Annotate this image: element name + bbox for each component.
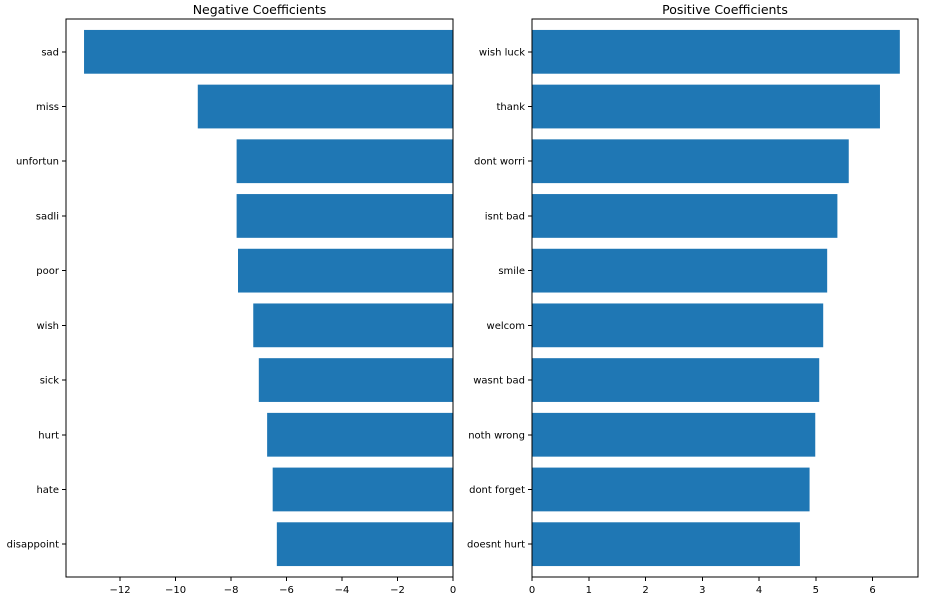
positive-ytick-label-6: wasnt bad <box>473 376 525 387</box>
negative-ytick-label-4: poor <box>36 266 60 277</box>
positive-coefficients-panel: Positive Coefficients wish luck thank dont… <box>467 2 919 596</box>
negative-ytick-label-2: unfortun <box>16 157 59 168</box>
positive-bar-1 <box>532 84 880 129</box>
negative-ytick-label-9: disappoint <box>7 540 59 551</box>
positive-bar-3 <box>532 194 838 238</box>
negative-bar-4 <box>238 248 453 293</box>
negative-ytick-label-8: hate <box>36 485 59 496</box>
negative-bar-8 <box>272 467 453 512</box>
positive-xtick-label-5: 5 <box>813 585 819 596</box>
positive-ytick-label-1: thank <box>496 102 525 113</box>
negative-bar-2 <box>236 139 453 184</box>
positive-ytick-label-8: dont forget <box>469 485 525 496</box>
negative-ytick-label-7: hurt <box>38 430 59 441</box>
positive-bar-5 <box>532 303 824 348</box>
positive-xtick-label-0: 0 <box>529 585 535 596</box>
negative-xtick-label-2: −8 <box>224 585 239 596</box>
positive-ytick-label-9: doesnt hurt <box>467 540 525 551</box>
positive-ytick-label-3: isnt bad <box>485 211 525 222</box>
positive-bar-8 <box>532 467 810 512</box>
negative-bar-6 <box>258 358 453 402</box>
negative-xtick-label-4: −4 <box>335 585 350 596</box>
positive-bar-6 <box>532 358 820 402</box>
negative-bar-3 <box>236 194 453 238</box>
positive-xtick-label-1: 1 <box>586 585 592 596</box>
negative-xtick-label-6: 0 <box>450 585 456 596</box>
positive-bar-4 <box>532 248 828 293</box>
negative-xtick-label-3: −6 <box>279 585 294 596</box>
positive-bar-7 <box>532 412 816 457</box>
negative-bar-5 <box>253 303 453 348</box>
negative-ytick-label-3: sadli <box>36 211 59 222</box>
positive-ytick-label-7: noth wrong <box>468 430 525 441</box>
negative-coefficients-panel: Negative Coefficients sad miss unfortun sad… <box>7 2 457 596</box>
positive-xtick-label-3: 3 <box>699 585 705 596</box>
positive-xtick-label-6: 6 <box>869 585 875 596</box>
negative-xtick-label-0: −12 <box>110 585 131 596</box>
negative-axes-frame <box>65 18 454 578</box>
positive-bar-9 <box>532 522 800 567</box>
positive-bar-2 <box>532 139 849 184</box>
negative-ytick-label-0: sad <box>41 47 59 58</box>
positive-ytick-label-0: wish luck <box>479 47 525 58</box>
positive-chart-title: Positive Coefficients <box>662 2 788 17</box>
negative-chart-title: Negative Coefficients <box>193 2 327 17</box>
negative-xtick-label-5: −2 <box>390 585 405 596</box>
positive-ytick-label-2: dont worri <box>474 157 525 168</box>
negative-bar-0 <box>84 29 453 74</box>
negative-bar-1 <box>197 84 453 129</box>
positive-bar-0 <box>532 29 900 74</box>
positive-axes-frame <box>531 18 919 578</box>
negative-xtick-label-1: −10 <box>165 585 186 596</box>
positive-xtick-label-2: 2 <box>642 585 648 596</box>
positive-ytick-label-5: welcom <box>487 321 525 332</box>
negative-ytick-label-1: miss <box>36 102 59 113</box>
negative-ytick-label-6: sick <box>40 376 59 387</box>
negative-bar-9 <box>276 522 453 567</box>
positive-ytick-label-4: smile <box>498 266 525 277</box>
negative-ytick-label-5: wish <box>36 321 59 332</box>
positive-xtick-label-4: 4 <box>756 585 762 596</box>
negative-bar-7 <box>267 412 453 457</box>
